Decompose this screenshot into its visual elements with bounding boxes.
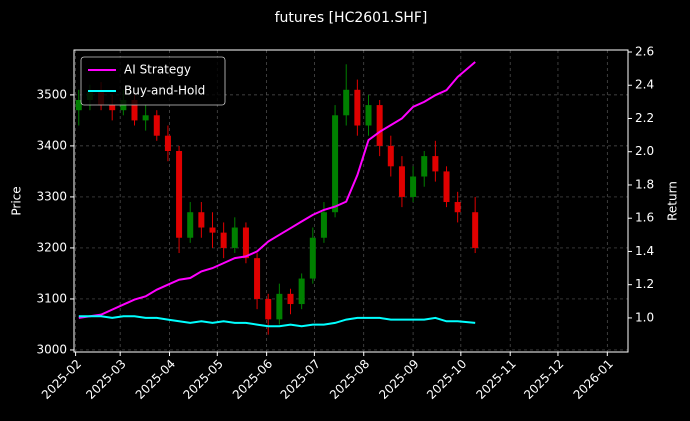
candle-body — [198, 212, 205, 228]
candle-body — [265, 298, 272, 320]
chart-title: futures [HC2601.SHF] — [275, 10, 428, 26]
legend-label: AI Strategy — [124, 63, 191, 77]
y2-axis-label: Return — [666, 181, 680, 221]
candle-body — [454, 202, 461, 213]
candle-body — [209, 227, 216, 233]
line-series — [78, 61, 476, 319]
candle-body — [176, 151, 183, 238]
y-tick-label: 3400 — [36, 138, 67, 152]
y2-tick-label: 2.2 — [635, 111, 654, 125]
candle-body — [365, 105, 372, 126]
y-tick-label: 3500 — [36, 87, 67, 101]
candle-body — [187, 212, 194, 238]
candle-body — [376, 105, 383, 146]
candle-body — [332, 115, 339, 213]
candle-body — [298, 278, 305, 305]
y2-tick-label: 1.4 — [635, 244, 654, 258]
candle-body — [242, 227, 249, 259]
line-series — [78, 315, 476, 328]
candle-body — [343, 89, 350, 116]
y2-tick-label: 2.4 — [635, 78, 654, 92]
candle-body — [354, 89, 361, 126]
candle-body — [432, 156, 439, 172]
candle-body — [287, 293, 294, 305]
candle-body — [254, 258, 261, 299]
candle-body — [421, 156, 428, 177]
legend-box — [80, 56, 226, 106]
y2-tick-label: 1.0 — [635, 310, 654, 324]
y2-tick-label: 1.2 — [635, 277, 654, 291]
candle-body — [142, 115, 149, 121]
candle-body — [387, 145, 394, 167]
candle-body — [398, 166, 405, 197]
y-tick-label: 3300 — [36, 189, 67, 203]
candle-body — [153, 115, 160, 136]
candle-body — [309, 237, 316, 279]
candle-body — [231, 227, 238, 248]
y2-tick-label: 2.6 — [635, 44, 654, 58]
y-tick-label: 3200 — [36, 240, 67, 254]
candle-body — [131, 99, 138, 121]
y2-tick-label: 1.6 — [635, 211, 654, 225]
y-axis-label: Price — [10, 186, 24, 215]
y2-tick-label: 2.0 — [635, 144, 654, 158]
candle-body — [472, 212, 479, 248]
candle-body — [443, 171, 450, 203]
y-tick-label: 3100 — [36, 291, 67, 305]
candle-body — [75, 99, 82, 111]
candle-body — [109, 105, 116, 111]
y2-tick-label: 1.8 — [635, 177, 654, 191]
candle-body — [320, 212, 327, 238]
candle-body — [410, 176, 417, 197]
candle-body — [220, 232, 227, 248]
candle-body — [164, 135, 171, 152]
plot-frame — [73, 49, 629, 353]
legend-label: Buy-and-Hold — [124, 84, 205, 98]
candle-body — [276, 293, 283, 320]
y-tick-label: 3000 — [36, 342, 67, 356]
